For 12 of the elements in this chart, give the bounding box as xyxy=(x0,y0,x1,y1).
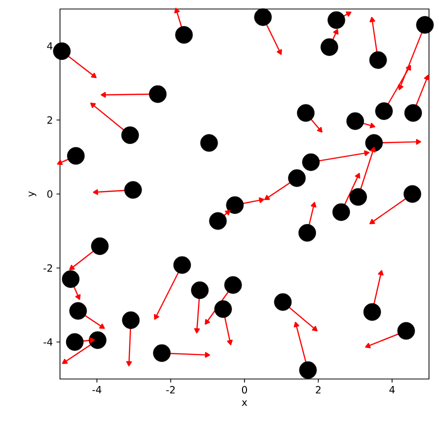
y-tick-label: -2 xyxy=(44,264,52,272)
y-tick-label: 2 xyxy=(47,116,52,124)
x-tick-label: 2 xyxy=(316,386,320,394)
x-tick-label: 0 xyxy=(242,386,248,394)
x-tick-label: -2 xyxy=(166,386,175,394)
x-axis-title: x xyxy=(242,400,248,406)
y-axis-title: y xyxy=(28,191,36,197)
y-tick-label: 4 xyxy=(47,42,52,50)
y-tick-label: 0 xyxy=(47,190,52,198)
x-tick-label: 4 xyxy=(389,386,395,394)
y-tick-label: -4 xyxy=(44,338,52,346)
x-tick-label: -4 xyxy=(92,386,102,394)
